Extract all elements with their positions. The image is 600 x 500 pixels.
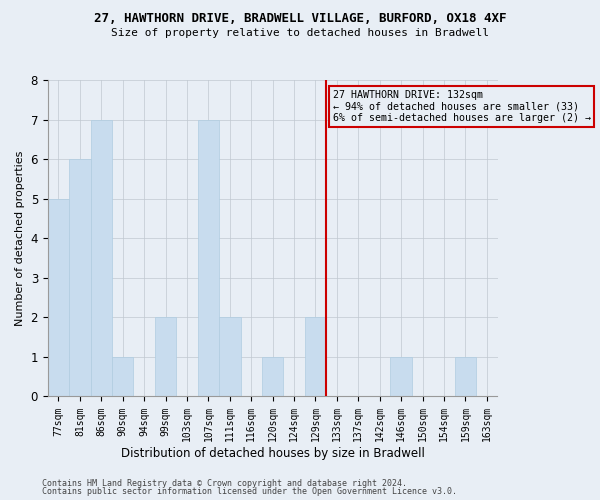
Bar bbox=[91, 120, 112, 396]
Text: Contains HM Land Registry data © Crown copyright and database right 2024.: Contains HM Land Registry data © Crown c… bbox=[42, 478, 407, 488]
Y-axis label: Number of detached properties: Number of detached properties bbox=[15, 150, 25, 326]
Bar bbox=[48, 198, 69, 396]
Bar bbox=[112, 357, 133, 397]
Text: 27 HAWTHORN DRIVE: 132sqm
← 94% of detached houses are smaller (33)
6% of semi-d: 27 HAWTHORN DRIVE: 132sqm ← 94% of detac… bbox=[332, 90, 590, 123]
Text: Size of property relative to detached houses in Bradwell: Size of property relative to detached ho… bbox=[111, 28, 489, 38]
X-axis label: Distribution of detached houses by size in Bradwell: Distribution of detached houses by size … bbox=[121, 447, 425, 460]
Bar bbox=[155, 318, 176, 396]
Bar bbox=[219, 318, 241, 396]
Bar bbox=[197, 120, 219, 396]
Bar bbox=[455, 357, 476, 397]
Bar bbox=[69, 159, 91, 396]
Bar bbox=[262, 357, 283, 397]
Text: Contains public sector information licensed under the Open Government Licence v3: Contains public sector information licen… bbox=[42, 487, 457, 496]
Bar bbox=[305, 318, 326, 396]
Text: 27, HAWTHORN DRIVE, BRADWELL VILLAGE, BURFORD, OX18 4XF: 27, HAWTHORN DRIVE, BRADWELL VILLAGE, BU… bbox=[94, 12, 506, 26]
Bar bbox=[391, 357, 412, 397]
